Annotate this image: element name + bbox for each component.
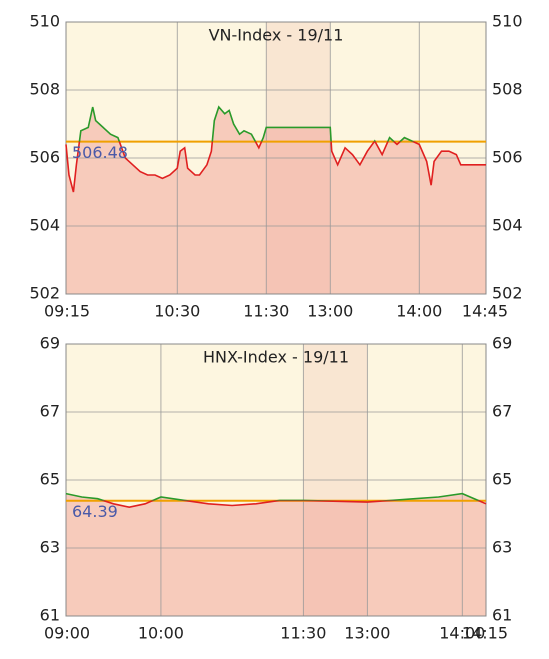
y-tick-label: 508 <box>29 80 60 99</box>
y-tick-label: 504 <box>29 216 60 235</box>
y2-tick-label: 502 <box>492 284 523 303</box>
x-tick-label: 10:00 <box>138 624 184 643</box>
y2-tick-label: 506 <box>492 148 523 167</box>
y-tick-label: 502 <box>29 284 60 303</box>
x-tick-label: 14:15 <box>462 624 508 643</box>
x-tick-label: 09:15 <box>44 302 90 321</box>
x-tick-label: 14:00 <box>439 624 485 643</box>
x-tick-label: 14:45 <box>462 302 508 321</box>
chart-title: HNX-Index - 19/11 <box>203 348 349 367</box>
y2-tick-label: 63 <box>492 538 512 557</box>
x-tick-label: 13:00 <box>307 302 353 321</box>
plot-frame <box>65 21 487 295</box>
y2-tick-label: 67 <box>492 402 512 421</box>
y-tick-label: 63 <box>40 538 60 557</box>
y2-tick-label: 510 <box>492 12 523 31</box>
y2-tick-label: 61 <box>492 606 512 625</box>
x-tick-label: 13:00 <box>344 624 390 643</box>
y2-tick-label: 504 <box>492 216 523 235</box>
y-tick-label: 65 <box>40 470 60 489</box>
reference-label: 64.39 <box>72 502 118 521</box>
x-tick-label: 09:00 <box>44 624 90 643</box>
y2-tick-label: 65 <box>492 470 512 489</box>
y2-tick-label: 69 <box>492 334 512 353</box>
x-tick-label: 11:30 <box>280 624 326 643</box>
chart-title: VN-Index - 19/11 <box>209 26 344 45</box>
y-tick-label: 61 <box>40 606 60 625</box>
price-line <box>65 105 486 193</box>
x-tick-label: 11:30 <box>243 302 289 321</box>
price-line <box>65 492 487 509</box>
area <box>66 493 486 616</box>
x-tick-label: 14:00 <box>396 302 442 321</box>
y-tick-label: 67 <box>40 402 60 421</box>
y-tick-label: 69 <box>40 334 60 353</box>
y-tick-label: 506 <box>29 148 60 167</box>
x-tick-label: 10:30 <box>154 302 200 321</box>
plot-frame <box>65 343 487 617</box>
y-tick-label: 510 <box>29 12 60 31</box>
reference-label: 506.48 <box>72 143 128 162</box>
y2-tick-label: 508 <box>492 80 523 99</box>
